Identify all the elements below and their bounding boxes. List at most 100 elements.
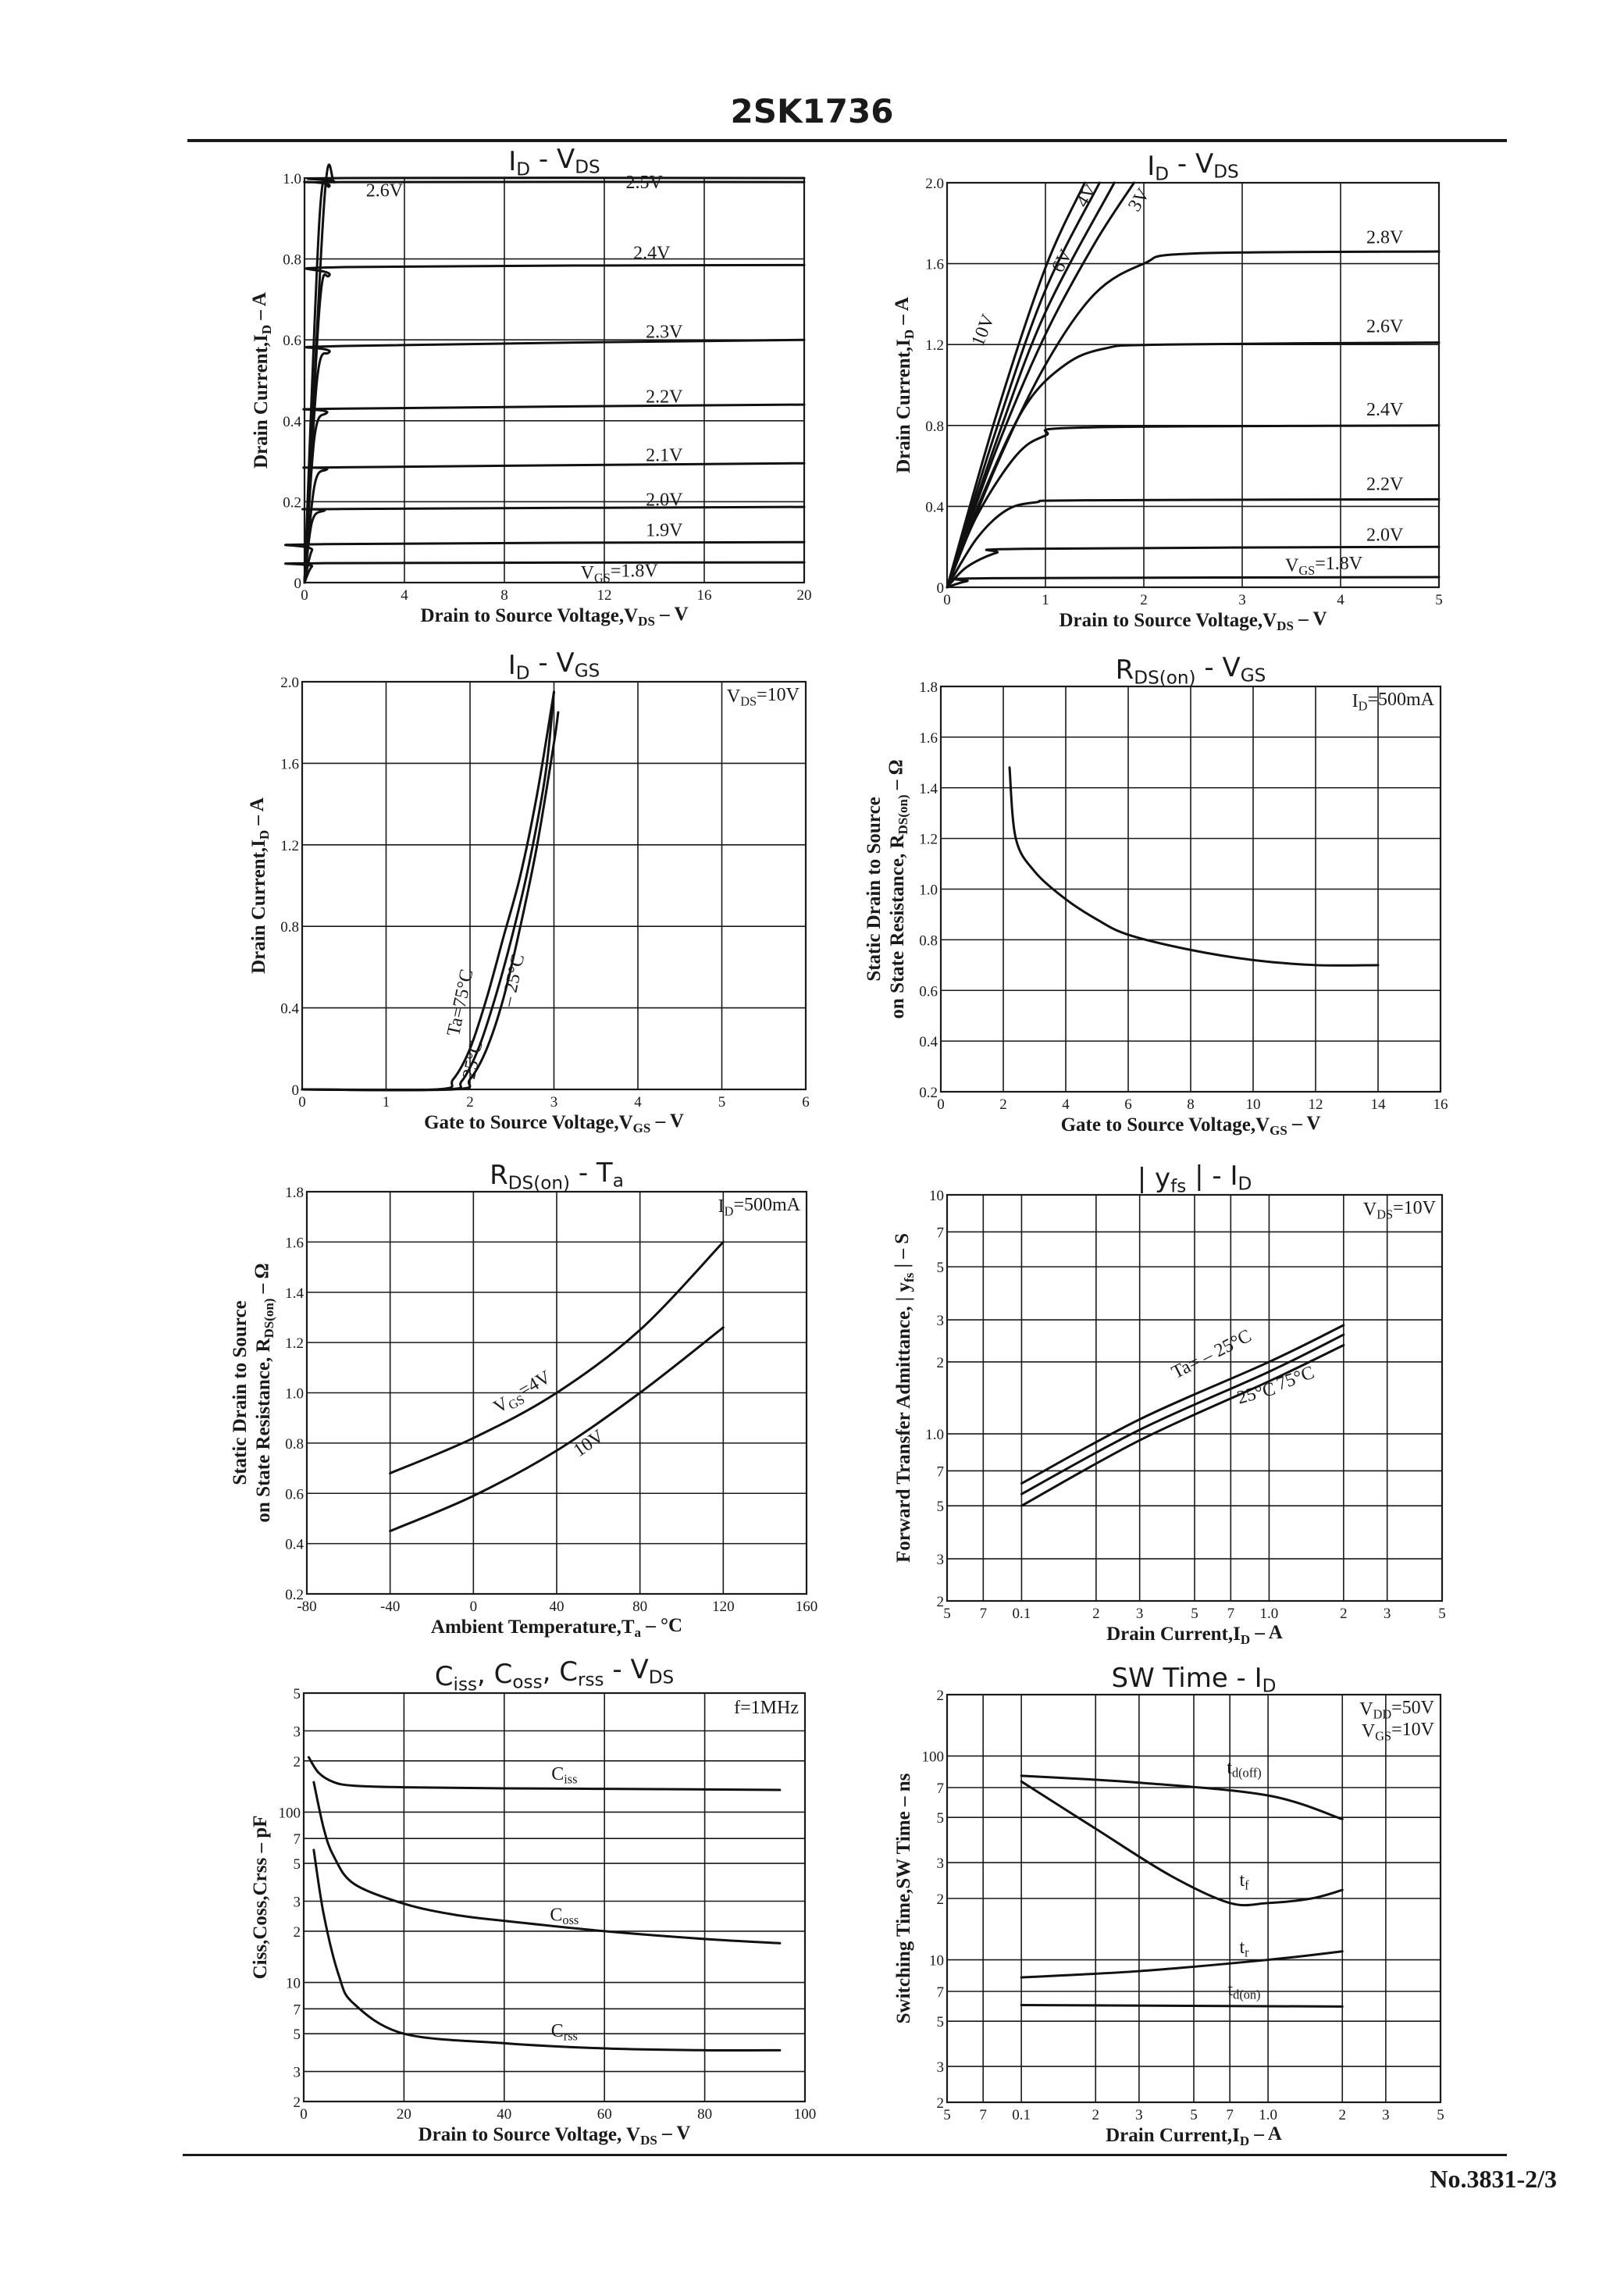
y-tick-label: 7 xyxy=(937,1225,945,1241)
y-tick-label-part: 7 xyxy=(937,1225,945,1241)
series-line-2-8v xyxy=(946,250,1441,589)
series-label: Ta=75°C xyxy=(443,968,477,1038)
x-axis-label-part: – A xyxy=(1250,1622,1283,1643)
x-tick-label-part: 1.0 xyxy=(1260,1606,1279,1622)
chart-frame xyxy=(946,181,1441,589)
series-label-part: GS xyxy=(594,570,611,585)
chart-title-part: D xyxy=(1263,1676,1277,1696)
y-tick-label-part: 0.2 xyxy=(283,494,301,511)
x-tick-label: -40 xyxy=(380,1599,400,1615)
chart-frame xyxy=(302,1692,807,2103)
y-tick-label: 0.8 xyxy=(919,932,938,949)
x-axis-label-part: Drain to Source Voltage,V xyxy=(1059,610,1277,631)
y-tick-label: 0.8 xyxy=(280,919,299,936)
x-tick-label: 40 xyxy=(550,1599,564,1615)
y-tick-label-part: 1.2 xyxy=(925,337,944,354)
x-axis-label: Drain to Source Voltage,VDS – V xyxy=(1059,608,1327,633)
y-tick-label: 1.0 xyxy=(925,1427,944,1443)
y-tick-label: 0.4 xyxy=(285,1537,304,1553)
series-label: 2.2V xyxy=(1366,475,1404,495)
y-axis-label-part: D xyxy=(257,830,272,840)
x-tick-label: 100 xyxy=(794,2106,817,2123)
chart-title: SW Time - ID xyxy=(1112,1663,1277,1696)
y-tick-label-part: 0.8 xyxy=(919,932,938,949)
series-label: Coss xyxy=(550,1905,579,1928)
x-axis-label-part: DS xyxy=(638,614,655,629)
series-label: 2.4V xyxy=(1366,400,1404,420)
y-tick-label: 7 xyxy=(937,1463,945,1480)
x-tick-label: 80 xyxy=(697,2106,712,2123)
y-tick-label: 7 xyxy=(294,1831,301,1848)
y-tick-label-part: 7 xyxy=(294,1831,301,1848)
series-label-part: d(on) xyxy=(1233,1987,1260,2002)
chart-title-part: D xyxy=(516,159,530,180)
series-label-part: d(off) xyxy=(1232,1766,1262,1781)
x-tick-label-part: 20 xyxy=(397,2106,411,2123)
x-tick-label-part: 5 xyxy=(1190,2107,1198,2123)
series-label: 10V xyxy=(968,311,999,349)
chart-title-part: I xyxy=(508,650,516,681)
y-tick-label: 1.6 xyxy=(285,1235,304,1251)
series-label: 2.6V xyxy=(366,180,404,201)
x-tick-label: 5 xyxy=(1435,592,1443,608)
chart-condition-part: =500mA xyxy=(1367,690,1434,710)
y-tick-label: 2 xyxy=(937,1594,945,1610)
y-tick-label-part: 1.8 xyxy=(919,679,938,696)
x-tick-label-part: 12 xyxy=(1309,1096,1323,1113)
chart-condition: ID=500mA xyxy=(1352,690,1435,714)
chart-condition-part: V xyxy=(1359,1699,1373,1720)
chart-title-part: R xyxy=(490,1160,508,1191)
series-label: 2.8V xyxy=(1366,228,1404,248)
chart-title-part: C xyxy=(435,1661,454,1692)
chart-title-part: D xyxy=(516,663,530,683)
x-tick-label: 2 xyxy=(1340,1606,1348,1622)
x-tick-label-part: -40 xyxy=(380,1599,400,1615)
y-tick-label: 3 xyxy=(937,1313,945,1329)
y-tick-label: 0 xyxy=(292,1082,300,1099)
series-line-vgs-4v xyxy=(389,1240,725,1474)
y-tick-label-part: 7 xyxy=(294,2002,301,2018)
x-tick-label: 6 xyxy=(802,1094,810,1110)
y-tick-label-part: 0.8 xyxy=(280,919,299,936)
chart-condition: VDS=10V xyxy=(727,685,800,709)
series-label: 2.1V xyxy=(646,446,683,466)
y-tick-label: 100 xyxy=(279,1805,301,1821)
series-label-part: t xyxy=(1239,1870,1245,1891)
y-axis-label: Drain Current,ID – A xyxy=(249,292,274,469)
y-tick-label: 2 xyxy=(937,1688,945,1704)
series-label-part: 10V xyxy=(570,1426,608,1461)
y-tick-label: 1.4 xyxy=(285,1285,304,1302)
x-tick-label-part: 1 xyxy=(383,1094,390,1110)
y-tick-label: 5 xyxy=(294,2027,301,2043)
x-tick-label: 80 xyxy=(632,1599,647,1615)
chart-title-part: DS(on) xyxy=(1134,668,1195,688)
series-line-2-1v xyxy=(302,462,806,584)
x-axis-label-part: D xyxy=(1240,2134,1249,2148)
x-tick-label-part: 60 xyxy=(597,2106,612,2123)
series-line-coss xyxy=(312,1781,782,1945)
x-tick-label: 120 xyxy=(712,1599,735,1615)
y-tick-label: 0.6 xyxy=(285,1486,304,1503)
x-tick-label: 5 xyxy=(1437,2107,1444,2123)
y-tick-label-part: 1.4 xyxy=(285,1285,304,1302)
chart-title-part: DS(on) xyxy=(508,1173,570,1193)
y-tick-label: 0 xyxy=(294,576,302,592)
y-tick-label-part: 100 xyxy=(279,1805,301,1821)
series-line-tf xyxy=(1020,1780,1344,1907)
y-tick-label-part: 1.2 xyxy=(285,1335,304,1352)
y-tick-label-part: 0.6 xyxy=(283,333,301,349)
series-line-crss xyxy=(312,1848,782,2052)
series-label-part: 2.2V xyxy=(1366,475,1404,495)
y-tick-label: 1.2 xyxy=(925,337,944,354)
x-tick-label-part: 5 xyxy=(1437,2107,1444,2123)
x-tick-label: 5 xyxy=(1191,1606,1198,1622)
chart-c5: RDS(on) - Ta-80 -40 0 40 80 120 1600.20.40.60.… xyxy=(230,1157,817,1640)
x-axis-label-part: – V xyxy=(657,2123,691,2144)
y-tick-label-part: 5 xyxy=(937,1499,945,1515)
x-tick-label-part: 3 xyxy=(1384,1606,1391,1622)
chart-c6: | yfs | - ID5 7 0.1 2 3 5 7 1.0 2 3 523571.0235710… xyxy=(892,1160,1446,1647)
series-label-part: 2.2V xyxy=(646,387,683,407)
y-axis-label-part: D xyxy=(902,330,917,339)
y-tick-label: 7 xyxy=(937,1781,945,1797)
